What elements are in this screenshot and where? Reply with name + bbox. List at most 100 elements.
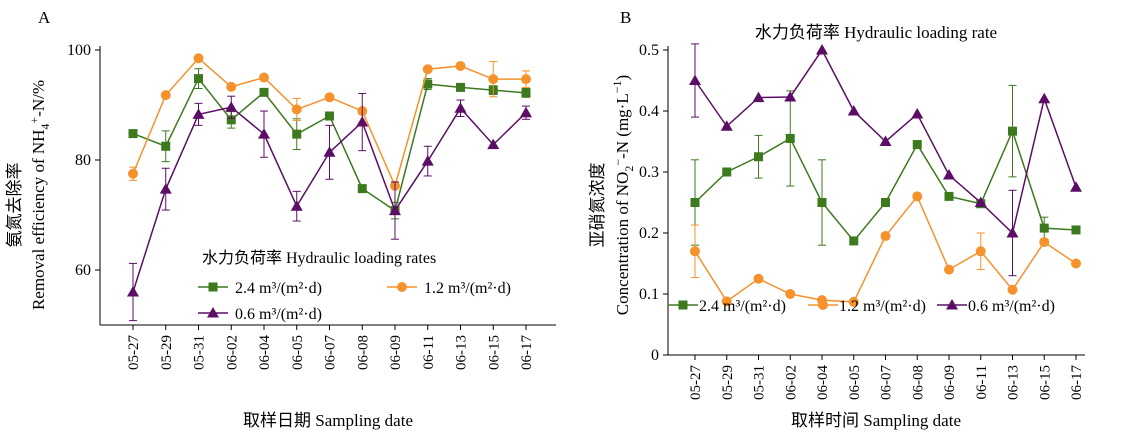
panel-a-series-3-point [421,155,434,166]
panel-b-ytick-label: 0.4 [639,103,659,120]
panel-a-ylabel-en: Removal efficiency of NH4+-N/% [27,80,52,310]
panel-b-series-3-point [943,169,955,180]
panel-b-xtick-label: 06-05 [847,365,863,400]
panel-a-legend: 水力负荷率 Hydraulic loading rates 2.4 m³/(m²·… [198,249,511,323]
panel-a-xtick-label: 06-07 [323,335,339,370]
panel-a-series-1-point [357,184,367,194]
panel-a-legend-item-1-marker [208,282,218,292]
panel-b-series-3-point [1038,92,1051,104]
panel-a-xtick-label: 06-13 [454,335,470,370]
panel-b-ylabel-cn: 亚硝氮浓度 [588,163,607,248]
panel-b-series-1-point [690,198,700,207]
panel-b-series-1-point [912,140,922,150]
panel-b-series-2-point [848,296,859,307]
panel-a-series-1-point [226,115,236,125]
panel-b-ytick-label: 0.3 [639,164,659,181]
panel-a-xtick-label: 05-27 [126,335,142,370]
panel-b-ylabel-en-wrap: Concentration of NO2−-N (mg·L−1) [610,75,636,315]
panel-b-series-1-point [1071,225,1081,235]
panel-a-series-3-point [323,146,336,157]
panel-b-ytick-label: 0.1 [639,286,659,303]
panel-b-ylabel-en: Concentration of NO2−-N (mg·L−1) [610,75,636,315]
panel-a-legend-title: 水力负荷率 Hydraulic loading rates [202,249,436,267]
panel-b-series-3-point [847,105,860,116]
panel-b-xtick-label: 06-17 [1069,365,1085,400]
panel-b-legend: 2.4 m³/(m²·d) 1.2 m³/(m²·d) 0.6 m³/(m²·d) [668,298,1055,315]
panel-a-series-1-point [259,87,269,97]
panel-a-series-3-point [454,102,467,113]
panel-a-ytick-label: 60 [75,262,91,279]
panel-a-xtick-label: 06-08 [355,335,371,370]
panel-b-xtick-label: 06-07 [879,365,895,400]
panel-b-series-3-point [911,108,924,119]
panel-b-series-2-point [1071,258,1081,269]
panel-a-series-2 [128,53,531,191]
panel-b-series-3-point [720,120,733,131]
panel-b-series-1 [690,84,1081,246]
panel-b-series-1-point [817,198,827,207]
panel-b-letter: B [620,8,631,27]
panel-a-plot: 60 80 100 05-27 05-29 05-31 06-02 06-04 06-05 06-… [67,42,556,370]
panel-a-series-2-point [193,53,204,64]
panel-a-series-3-point [258,128,270,139]
panel-a-series-2-point [422,64,433,75]
panel-b-series-3-point [974,196,987,207]
panel-b-series-3 [689,43,1082,277]
panel-a-xtick-label: 06-17 [519,335,535,370]
panel-a-series-1-point [161,141,171,151]
panel-a-series-1-point [521,88,531,98]
panel-a-xtick-label: 06-05 [290,335,306,370]
panel-b-legend-item-3-marker [946,299,958,310]
panel-b-ytick-label: 0 [651,347,659,364]
panel-b-series-1-point [785,133,795,143]
panel-b-series-2-point [880,231,891,242]
panel-b-xlabel: 取样时间 Sampling date [791,411,961,430]
panel-a-series-1-point [194,74,203,84]
panel-a-ylabel-en-wrap: Removal efficiency of NH4+-N/% [27,80,52,310]
panel-a-xtick-label: 06-11 [421,335,437,369]
panel-a-xtick-label: 06-09 [388,335,404,370]
panel-a-ylabel-cn-wrap: 氨氮去除率 [5,163,24,248]
panel-b-series-1-point [1039,223,1049,233]
panel-b-xtick-label: 05-29 [720,365,736,400]
panel-a-series-3 [127,92,532,322]
panel-a-series-1-point [128,129,138,139]
panel-a-series-2-point [455,60,466,71]
panel-b-series-3-point [784,90,797,102]
panel-a-series-3-point [520,106,532,118]
panel-b-xtick-label: 06-09 [942,365,958,400]
panel-a-series-2-point [291,104,302,115]
panel-b-series-3-point [1006,227,1019,238]
panel-a: A 60 80 100 05-27 05-29 05-31 06-02 06-04 06-05 0… [5,8,556,430]
panel-a-series-3-point [389,204,401,216]
panel-a-series-3-point [225,101,238,112]
panel-a-series-1-point [456,82,465,92]
panel-a-ytick-label: 80 [75,152,91,169]
panel-b-series-3-point [1070,181,1082,192]
panel-a-xtick-label: 05-29 [159,335,175,370]
panel-b-series-2-point [721,296,732,307]
panel-a-series-3-point [487,138,500,150]
panel-a-series-1-point [292,129,302,139]
panel-a-ylabel-cn: 氨氮去除率 [5,163,24,248]
panel-a-xtick-label: 06-04 [257,335,273,370]
panel-b-series-3-point [689,74,701,85]
panel-b-series-2-line [694,194,1077,303]
panel-a-xtick-label: 06-02 [224,335,240,370]
panel-a-series-2-point [521,74,531,85]
panel-b-series-1-point [1008,126,1017,136]
panel-a-legend-item-2-label: 1.2 m³/(m²·d) [424,280,511,297]
panel-b-series-1-point [849,236,859,246]
panel-b-series-3-point [752,91,765,103]
panel-a-series-3-point [127,286,139,297]
panel-b-series-1-point [754,152,763,162]
panel-b-series-1-line [694,129,1077,243]
panel-a-series-2-point [324,92,335,103]
panel-b-series-3-point [816,44,828,55]
panel-a-series-3-point [159,183,172,194]
panel-b-xtick-label: 05-31 [752,365,768,400]
panel-b-title: 水力负荷率 Hydraulic loading rate [755,23,997,42]
panel-a-ytick-label: 100 [67,42,91,59]
panel-a-legend-item-1-label: 2.4 m³/(m²·d) [235,280,322,297]
panel-b-legend-item-3-label: 0.6 m³/(m²·d) [968,298,1055,315]
